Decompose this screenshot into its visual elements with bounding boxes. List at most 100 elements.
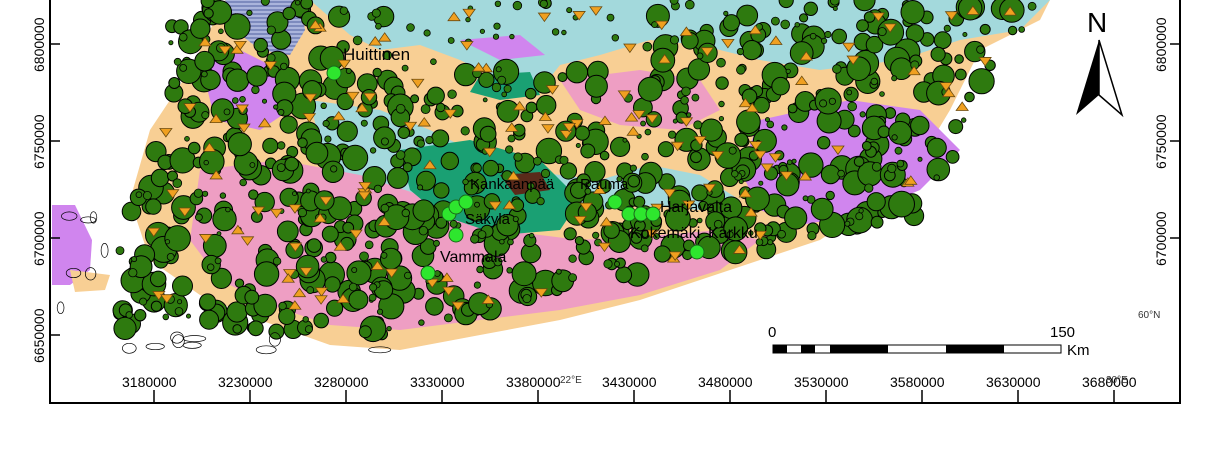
deposit-circle-small [791, 158, 797, 164]
deposit-circle [799, 13, 809, 23]
deposit-circle-small [505, 145, 514, 154]
place-label-huittinen: Huittinen [343, 45, 410, 64]
deposit-circle-small [629, 164, 637, 172]
deposit-circle-small [847, 101, 857, 112]
deposit-circle-small [306, 286, 315, 295]
deposit-circle [358, 325, 372, 339]
deposit-circle [412, 199, 435, 222]
deposit-circle [225, 68, 250, 92]
deposit-circle-small [653, 232, 660, 240]
deposit-triangle [710, 151, 725, 161]
deposit-circle-small [493, 22, 501, 30]
deposit-triangle [644, 229, 659, 240]
deposit-triangle [668, 251, 682, 261]
deposit-circle-small [395, 150, 406, 160]
deposit-triangle [623, 43, 637, 54]
deposit-circle-small [179, 64, 188, 72]
deposit-triangle [481, 294, 496, 304]
deposit-circle-small [216, 231, 222, 237]
deposit-circle [295, 254, 320, 279]
deposit-circle [817, 136, 831, 150]
deposit-circle-small [418, 225, 429, 236]
x-tick-label: 3630000 [986, 374, 1041, 390]
deposit-triangle [282, 269, 297, 279]
deposit-triangle [358, 182, 372, 192]
deposit-circle-small [819, 99, 828, 108]
deposit-triangle [632, 110, 646, 120]
deposit-triangle [559, 130, 574, 140]
deposit-triangle [760, 163, 774, 174]
deposit-circle [342, 144, 369, 171]
deposit-circle-small [859, 111, 866, 118]
deposit-circle-small [364, 240, 374, 250]
deposit-circle [346, 260, 372, 286]
deposit-circle [226, 301, 248, 323]
deposit-triangle [798, 170, 813, 181]
deposit-circle [426, 86, 445, 105]
deposit-circle-small [696, 217, 703, 224]
deposit-circle [722, 14, 741, 32]
deposit-triangle [198, 234, 213, 244]
deposit-circle-small [497, 75, 507, 85]
deposit-circle-small [474, 201, 480, 208]
deposit-circle-small [368, 283, 378, 292]
deposit-triangle [302, 113, 317, 123]
deposit-circle-small [917, 156, 923, 162]
deposit-triangle [183, 103, 197, 113]
deposit-circle [440, 151, 459, 171]
deposit-triangle [534, 288, 549, 298]
deposit-circle-small [685, 0, 695, 10]
deposit-circle-small [320, 102, 327, 109]
y-tick-label-right: 6700000 [1153, 211, 1169, 266]
deposit-circle-small [239, 96, 246, 103]
deposit-triangle [670, 141, 685, 152]
deposit-circle-small [728, 146, 737, 155]
deposit-circle [926, 157, 951, 182]
deposit-circle [603, 222, 620, 239]
deposit-circle-small [297, 208, 307, 218]
deposit-triangle [355, 102, 369, 113]
deposit-circle [268, 323, 285, 340]
deposit-circle-small [614, 260, 621, 267]
deposit-circle-small [592, 231, 600, 239]
deposit-circle [741, 40, 762, 61]
deposit-circle-small [277, 141, 286, 150]
highlight-circle [448, 227, 464, 243]
deposit-circle [210, 267, 232, 289]
deposit-circle [300, 0, 314, 10]
deposit-circle-small [529, 232, 535, 239]
deposit-circle [463, 180, 479, 196]
deposit-circle-small [644, 128, 652, 136]
deposit-triangle [159, 128, 173, 138]
deposit-circle-small [277, 108, 285, 116]
deposit-circle-small [551, 28, 560, 36]
deposit-circle [964, 91, 975, 103]
deposit-circle-small [494, 0, 502, 7]
deposit-circle [203, 8, 214, 19]
place-labels: Huittinen Kankaanpää Rauma Harjavalta Ko… [343, 45, 758, 266]
deposit-triangle [799, 50, 814, 61]
deposit-circle [847, 124, 861, 138]
deposit-circle [584, 74, 608, 98]
deposit-circle-small [539, 0, 548, 8]
deposit-circle-small [731, 170, 739, 178]
island-outline [368, 346, 392, 354]
deposit-circle-small [855, 212, 864, 221]
deposit-circle [657, 141, 675, 158]
deposit-circle [305, 141, 329, 165]
deposit-circle-small [202, 190, 209, 197]
map-frame [49, 0, 1181, 404]
deposit-circle-small [142, 190, 152, 200]
graticule-lon-right-label: 30°E [1106, 375, 1128, 386]
deposit-circle-small [273, 104, 279, 110]
y-tick-label-left: 6800000 [31, 17, 47, 72]
deposit-circle [627, 174, 641, 188]
y-tick-label-right: 6750000 [1153, 114, 1169, 169]
deposit-circle [557, 72, 568, 83]
deposit-triangle [440, 272, 454, 282]
deposit-triangle [423, 159, 437, 170]
deposit-circle-small [135, 191, 143, 199]
deposit-triangle [368, 36, 382, 46]
deposit-circle-small [305, 188, 311, 194]
deposit-triangle [904, 175, 918, 185]
